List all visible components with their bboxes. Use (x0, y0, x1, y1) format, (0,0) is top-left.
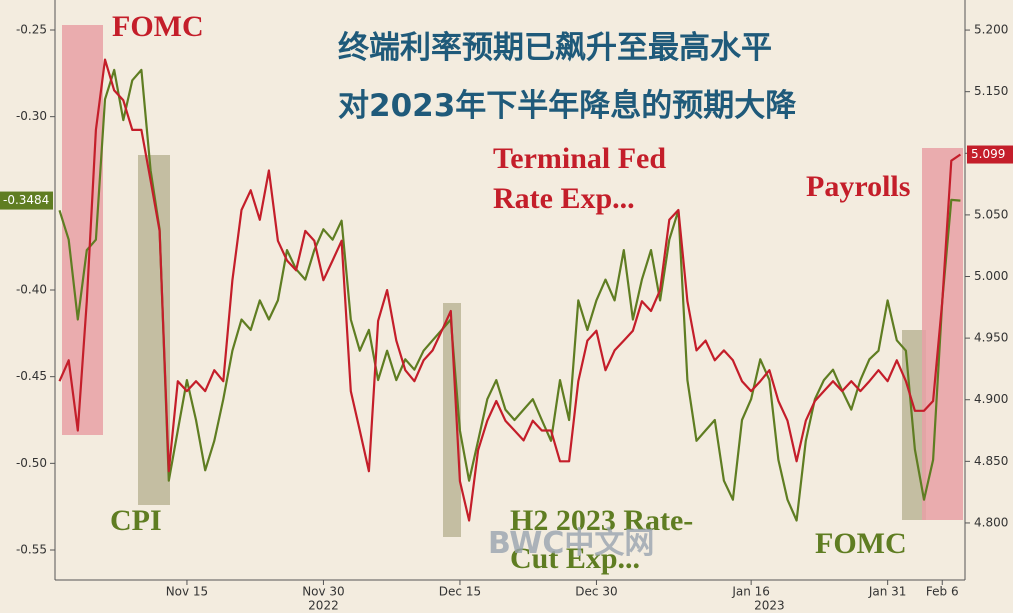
y-tick-label: -0.40 (16, 283, 47, 297)
y-tick-label: -0.30 (16, 109, 47, 123)
last-value-tag (967, 145, 1013, 164)
y2-tick-label: 5.000 (974, 269, 1008, 283)
y-tick-label: -0.50 (16, 456, 47, 470)
series-line (58, 58, 962, 522)
y2-tick-label: 5.050 (974, 207, 1008, 221)
last-value-label: 5.099 (971, 147, 1005, 161)
series-line (58, 68, 961, 522)
x-tick-label: Nov 15 (166, 585, 209, 599)
x-tick-label: Feb 6 (926, 585, 959, 599)
x-tick-label: Jan 16 (731, 585, 770, 599)
highlight-band (138, 155, 170, 505)
title-line: 对2023年下半年降息的预期大降 (338, 88, 797, 124)
watermark: BWC中文网 (488, 526, 654, 561)
x-tick-label: Nov 30 (302, 585, 345, 599)
y-tick-label: -0.25 (16, 22, 47, 36)
y-tick-label: -0.45 (16, 369, 47, 383)
last-value-label: -0.3484 (3, 193, 49, 207)
annotation: Cut Exp... (510, 542, 640, 575)
y-tick-label: -0.55 (16, 543, 47, 557)
last-value-tag (0, 191, 53, 210)
annotation: H2 2023 Rate- (510, 504, 693, 537)
y2-tick-label: 5.150 (974, 84, 1008, 98)
highlight-band (443, 303, 461, 537)
highlight-band (922, 148, 963, 520)
x-tick-label: Dec 15 (439, 585, 481, 599)
annotation: Payrolls (806, 170, 910, 203)
x-tick-label: Dec 30 (575, 585, 617, 599)
annotation: FOMC (112, 10, 204, 43)
y2-tick-label: 4.800 (974, 515, 1008, 529)
y2-tick-label: 4.850 (974, 454, 1008, 468)
y2-tick-label: 5.200 (974, 23, 1008, 37)
year-label: 2022 (308, 599, 339, 613)
annotation: Terminal Fed (493, 142, 666, 175)
y2-tick-label: 4.950 (974, 331, 1008, 345)
year-label: 2023 (754, 599, 785, 613)
annotation: Rate Exp... (493, 182, 635, 215)
x-tick-label: Jan 31 (868, 585, 907, 599)
annotation: CPI (110, 504, 162, 537)
y2-tick-label: 4.900 (974, 392, 1008, 406)
title-line: 终端利率预期已飙升至最高水平 (338, 30, 772, 66)
annotation: FOMC (815, 527, 907, 560)
